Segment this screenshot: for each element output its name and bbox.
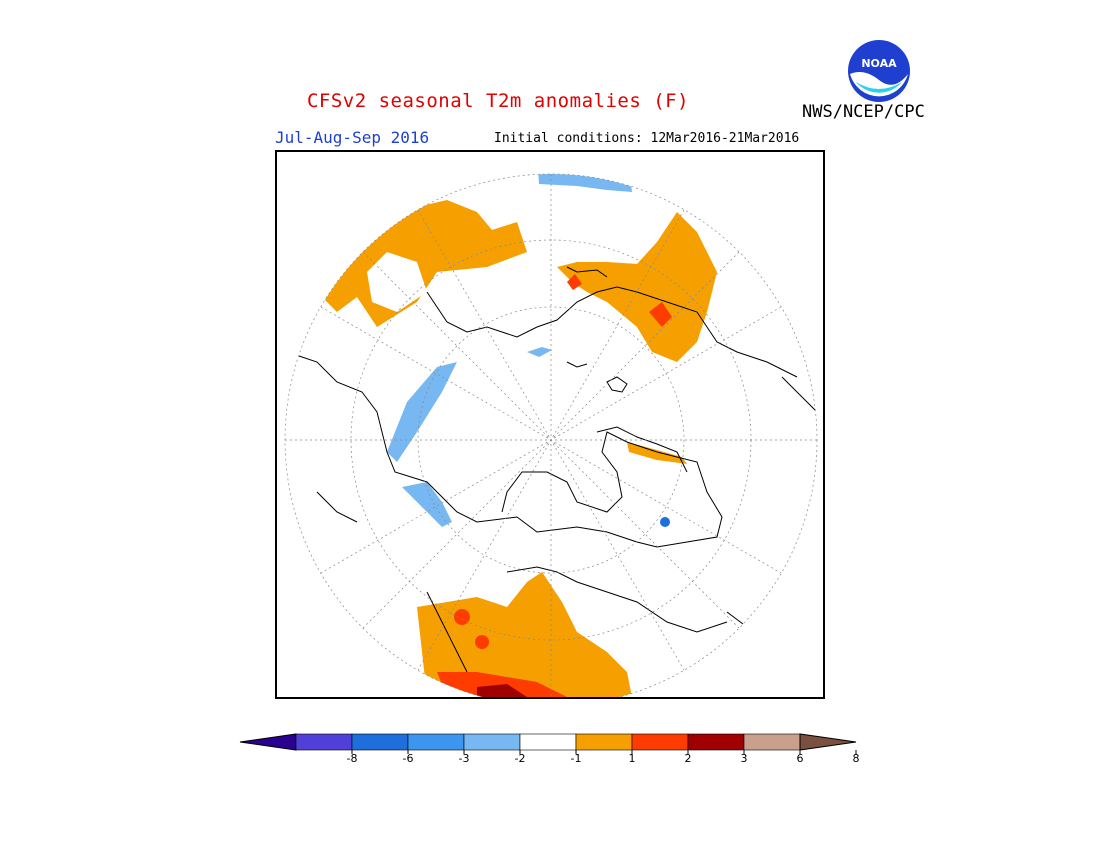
polar-map bbox=[284, 173, 818, 697]
anomaly-north-africa bbox=[537, 174, 632, 192]
colorbar-tick-label: 1 bbox=[629, 752, 636, 765]
agency-label: NWS/NCEP/CPC bbox=[802, 102, 925, 122]
colorbar-tick-label: -2 bbox=[515, 752, 526, 765]
anomaly-central-eurasia-gap bbox=[367, 252, 427, 312]
anomaly-baltic-stripe bbox=[527, 347, 552, 357]
colorbar-swatch bbox=[407, 733, 465, 751]
colorbar-swatch bbox=[295, 733, 353, 751]
anomaly-western-us bbox=[417, 572, 632, 697]
anomaly-california-spot bbox=[454, 609, 470, 625]
anomaly-eastern-siberia-spot bbox=[649, 302, 672, 327]
coastlines bbox=[286, 266, 817, 673]
anomaly-norwegian-coast bbox=[387, 362, 457, 462]
anomaly-eastern-siberia-spot2 bbox=[567, 274, 582, 290]
noaa-logo: NOAA bbox=[848, 40, 910, 102]
colorbar-tick-label: 2 bbox=[685, 752, 692, 765]
colorbar-tick-label: -1 bbox=[571, 752, 582, 765]
colorbar-tick-label: -6 bbox=[403, 752, 414, 765]
colorbar: -8 -6 -3 -2 -1 1 2 3 6 8 bbox=[239, 733, 860, 765]
anomaly-central-eurasia bbox=[317, 200, 527, 327]
colorbar-swatch bbox=[351, 733, 409, 751]
anomaly-greenland-spot bbox=[660, 517, 670, 527]
hemisphere-outline bbox=[284, 173, 818, 697]
anomaly-nevada-spot bbox=[475, 635, 489, 649]
chart-title: CFSv2 seasonal T2m anomalies (F) bbox=[306, 90, 690, 112]
colorbar-tick-label: -3 bbox=[459, 752, 470, 765]
colorbar-swatch bbox=[743, 733, 801, 751]
colorbar-min-arrow bbox=[239, 733, 297, 751]
colorbar-tick-label: -8 bbox=[347, 752, 358, 765]
colorbar-swatch bbox=[631, 733, 689, 751]
initial-conditions-label: Initial conditions: 12Mar2016-21Mar2016 bbox=[494, 131, 800, 146]
graticule bbox=[285, 174, 817, 697]
anomaly-eastern-siberia bbox=[557, 212, 717, 362]
colorbar-swatch bbox=[463, 733, 521, 751]
colorbar-tick-label: 6 bbox=[797, 752, 804, 765]
colorbar-tick-label: 8 bbox=[853, 752, 860, 765]
colorbar-swatch bbox=[519, 733, 577, 751]
map-panel bbox=[275, 150, 825, 699]
colorbar-swatch bbox=[687, 733, 745, 751]
season-label: Jul-Aug-Sep 2016 bbox=[275, 128, 430, 147]
anomaly-southwest-us-core bbox=[477, 684, 527, 697]
anomaly-gulf-of-alaska bbox=[402, 482, 452, 527]
colorbar-tick-label: 3 bbox=[741, 752, 748, 765]
noaa-logo-text: NOAA bbox=[861, 57, 897, 70]
colorbar-max-arrow bbox=[799, 733, 857, 751]
colorbar-swatch bbox=[575, 733, 633, 751]
